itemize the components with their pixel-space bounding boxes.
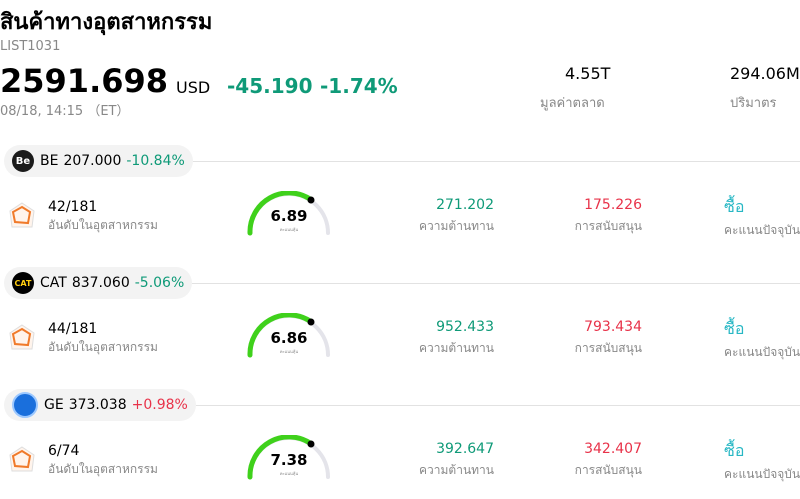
stock-header: Be BE 207.000 -10.84% (4, 145, 800, 177)
stock-logo: Be (12, 150, 34, 172)
stock-header: CAT CAT 837.060 -5.06% (4, 267, 800, 299)
stock-change: +0.98% (131, 397, 188, 413)
stock-price: 837.060 (71, 275, 130, 291)
volume-label: ปริมาตร (730, 96, 777, 111)
resistance: 392.647 (436, 441, 494, 457)
stock-pill: CAT CAT 837.060 -5.06% (4, 267, 193, 299)
score-gauge (247, 313, 330, 358)
datetime: 08/18, 14:15 （ET） (0, 104, 130, 119)
code: LIST1031 (0, 39, 61, 54)
score: 7.38 (270, 451, 308, 469)
stock-logo: CAT (12, 272, 34, 294)
rank: 42/181 (48, 199, 98, 215)
rank-label: อันดับในอุตสาหกรรม (48, 340, 158, 354)
stock-price: 373.038 (68, 397, 127, 413)
support: 793.434 (584, 319, 642, 335)
score-gauge (247, 435, 330, 480)
support: 342.407 (584, 441, 642, 457)
score-label: คะแนนหุ้น (279, 349, 299, 354)
resistance: 952.433 (436, 319, 494, 335)
ticker: GE (44, 397, 64, 413)
score: 6.86 (270, 329, 308, 347)
price: 2591.698 (0, 62, 169, 100)
market-cap-label: มูลค่าตลาด (540, 96, 605, 111)
rank-label: อันดับในอุตสาหกรรม (48, 462, 158, 476)
resistance-label: ความต้านทาน (419, 341, 494, 355)
support-label: การสนับสนุน (574, 341, 642, 355)
resistance: 271.202 (436, 197, 494, 213)
rating-label: คะแนนปัจจุบัน (724, 467, 800, 481)
stock-header: GE 373.038 +0.98% (4, 389, 800, 421)
ticker: CAT (40, 275, 67, 291)
rank-icon (9, 324, 35, 350)
rank: 6/74 (48, 443, 80, 459)
rating: ซื้อ (724, 441, 745, 460)
score-label: คะแนนหุ้น (279, 471, 299, 476)
support-label: การสนับสนุน (574, 463, 642, 477)
support: 175.226 (584, 197, 642, 213)
stock-pill: Be BE 207.000 -10.84% (4, 145, 193, 177)
score-label: คะแนนหุ้น (279, 227, 299, 232)
volume: 294.06M (730, 64, 800, 83)
support-label: การสนับสนุน (574, 219, 642, 233)
change-pct: -1.74% (320, 74, 398, 98)
rank-icon (9, 446, 35, 472)
separator (192, 282, 800, 284)
stock-logo (12, 392, 38, 418)
score: 6.89 (270, 207, 308, 225)
resistance-label: ความต้านทาน (419, 463, 494, 477)
change: -45.190 (227, 74, 313, 98)
score-gauge (247, 191, 330, 236)
ticker: BE (40, 153, 59, 169)
separator (192, 160, 800, 162)
stock-change: -5.06% (134, 275, 185, 291)
rating: ซื้อ (724, 319, 745, 338)
separator (195, 404, 800, 406)
market-cap: 4.55T (565, 64, 611, 83)
stock-change: -10.84% (126, 153, 185, 169)
rating-label: คะแนนปัจจุบัน (724, 345, 800, 359)
stock-pill: GE 373.038 +0.98% (4, 389, 196, 421)
rank: 44/181 (48, 321, 98, 337)
rank-icon (9, 202, 35, 228)
currency: USD (176, 78, 211, 97)
rating: ซื้อ (724, 197, 745, 216)
rank-label: อันดับในอุตสาหกรรม (48, 218, 158, 232)
stock-price: 207.000 (63, 153, 122, 169)
rating-label: คะแนนปัจจุบัน (724, 223, 800, 237)
title: สินค้าทางอุตสาหกรรม (0, 10, 213, 35)
resistance-label: ความต้านทาน (419, 219, 494, 233)
